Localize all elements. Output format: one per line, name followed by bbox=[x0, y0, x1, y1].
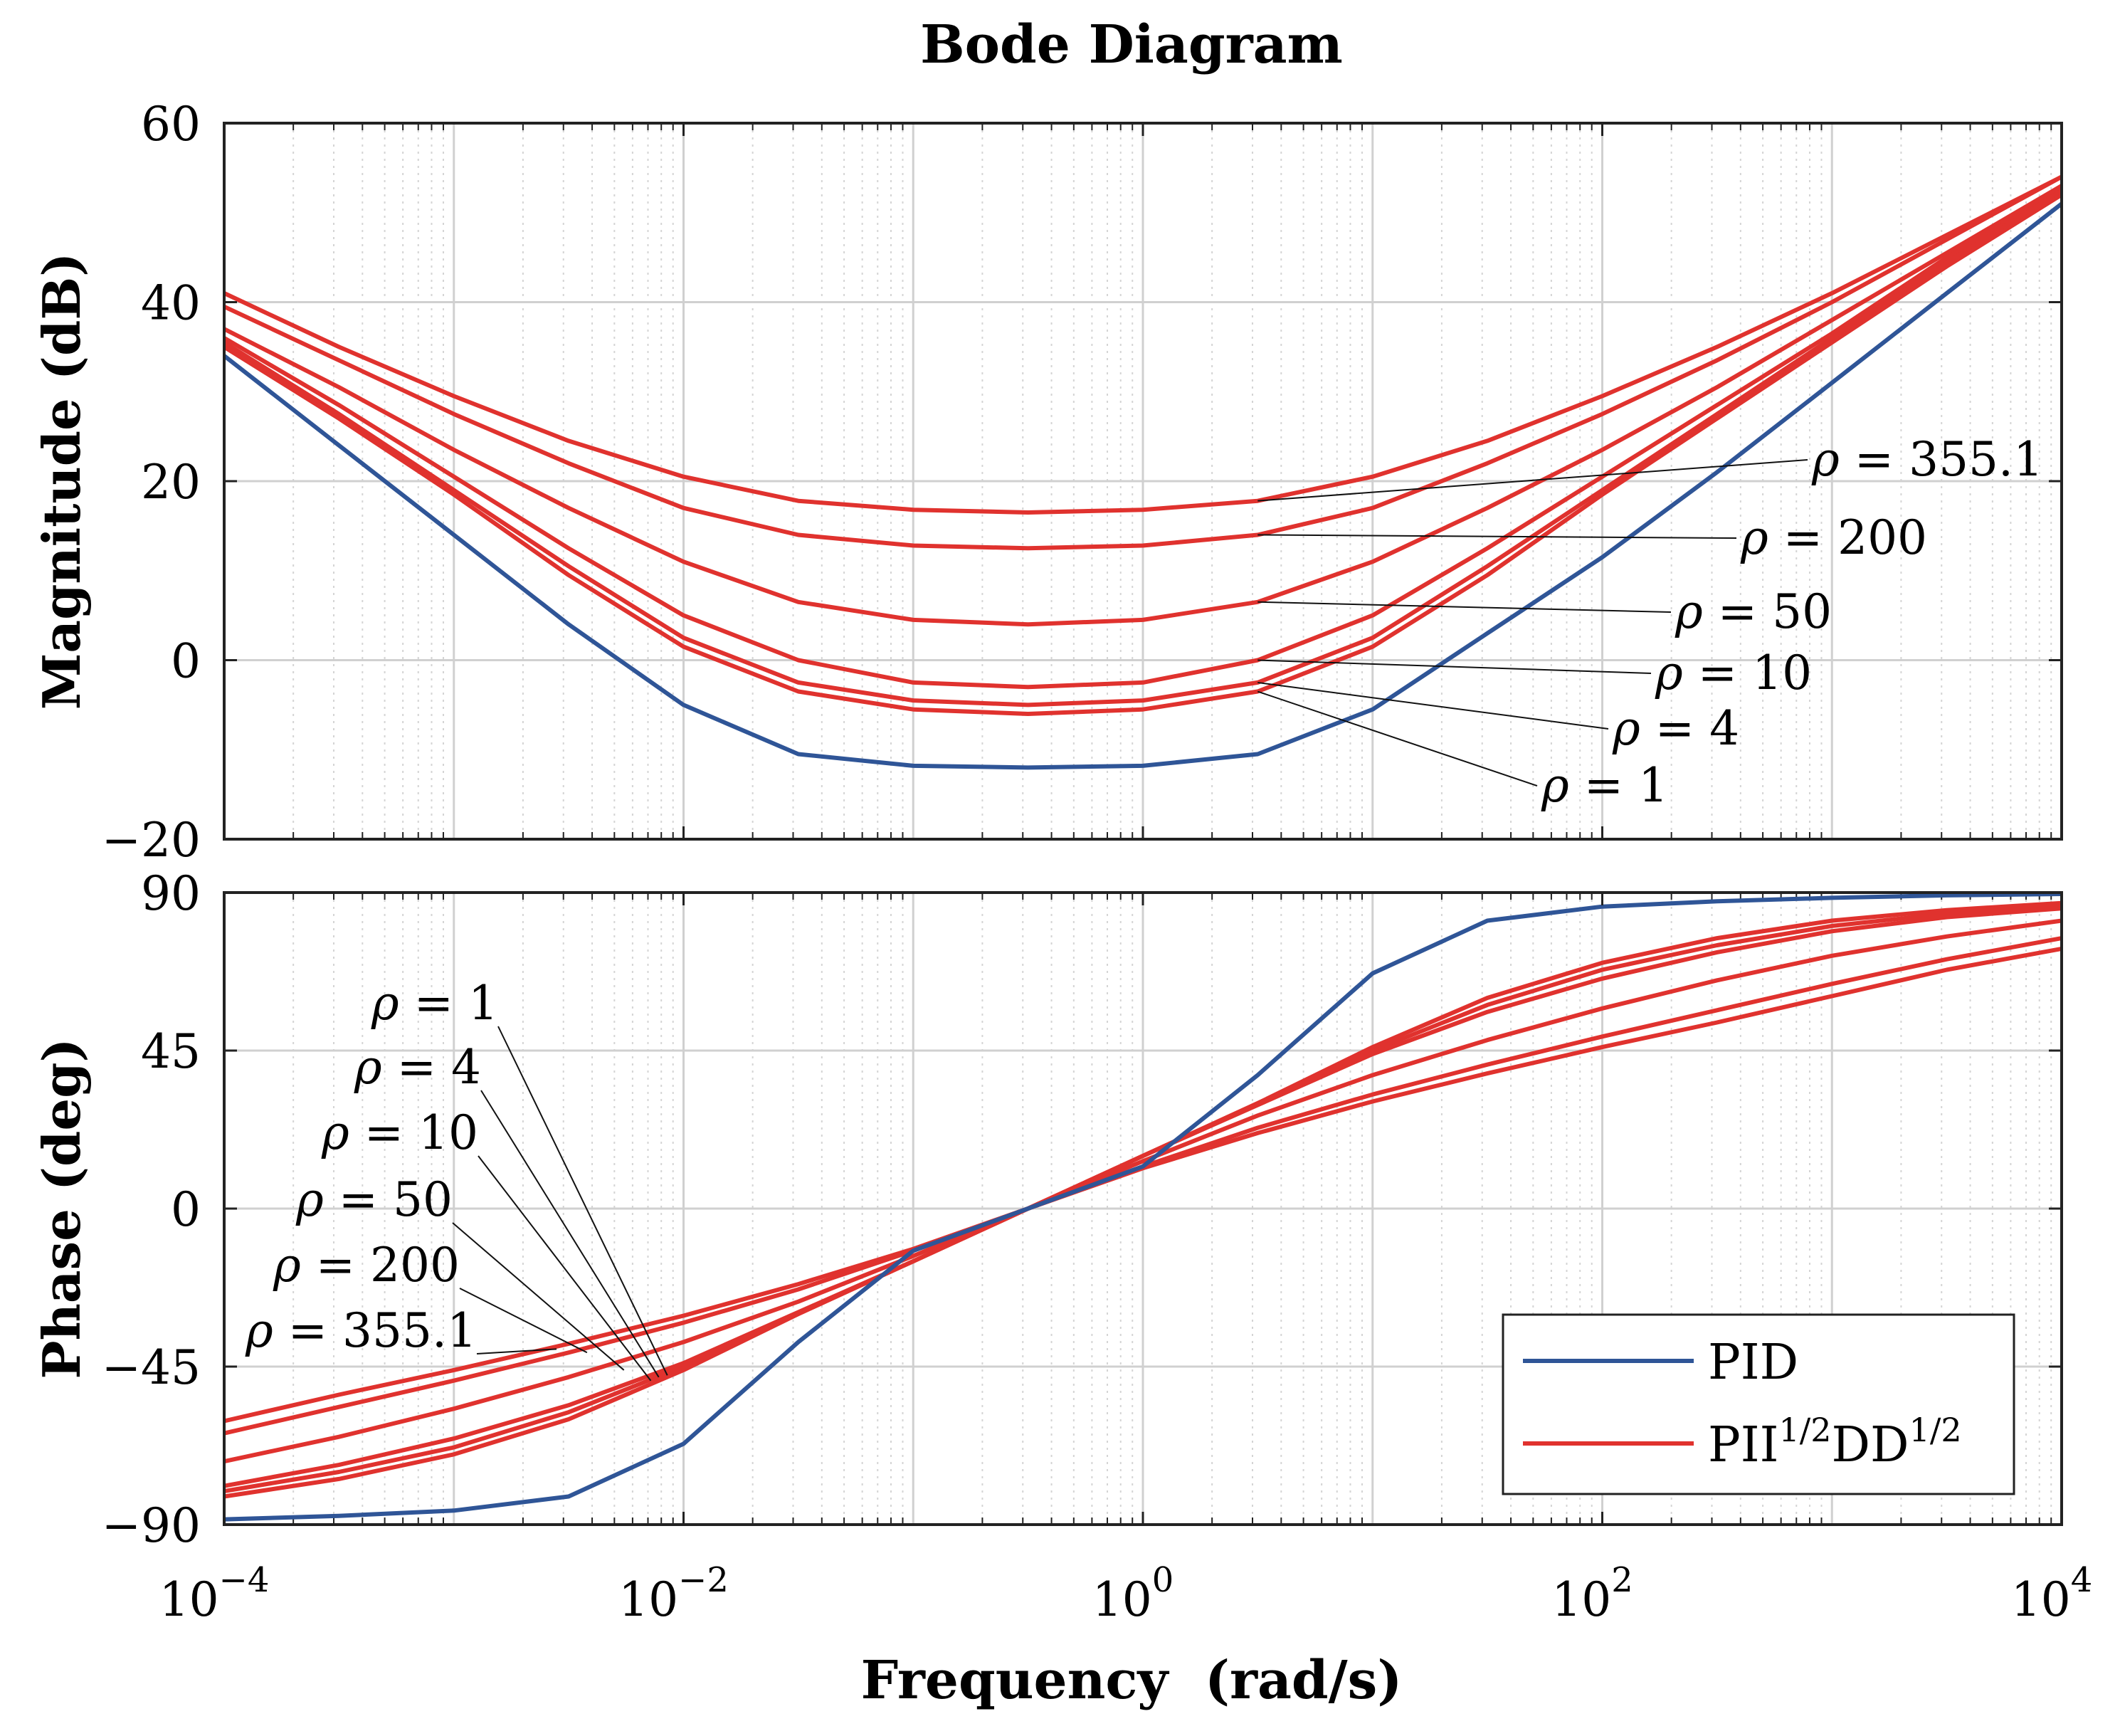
series-line-rho-200 bbox=[223, 174, 2063, 551]
ytick-label: −45 bbox=[102, 1340, 201, 1395]
phase-annotations: ρ = 1 ρ = 4 ρ = 10 ρ = 50 ρ = 200 ρ = 355.1 bbox=[245, 976, 668, 1382]
xtick-label: 10−2 bbox=[618, 1560, 729, 1627]
annotation-leader bbox=[1257, 459, 1808, 502]
ytick-label: −20 bbox=[102, 813, 201, 868]
rho-annotation: ρ = 200 bbox=[1740, 510, 1927, 565]
legend-box bbox=[1502, 1313, 2015, 1495]
annotation-leader bbox=[1257, 601, 1672, 613]
ytick-label: 20 bbox=[141, 455, 201, 510]
series-line-rho-50 bbox=[223, 918, 2062, 1464]
magnitude-ylabel: Magnitude (dB) bbox=[31, 253, 92, 710]
legend-pid-label: PID bbox=[1708, 1335, 1798, 1391]
magnitude-annotations: ρ = 355.1 ρ = 200 ρ = 50 ρ = 10ρ = 4ρ = 1 bbox=[1257, 432, 2043, 813]
legend-frac-part1: PII bbox=[1708, 1417, 1778, 1473]
rho-annotation: ρ = 4 bbox=[1612, 701, 1739, 756]
series-line-pid bbox=[223, 201, 2063, 770]
chart-title: Bode Diagram bbox=[920, 14, 1343, 75]
series-line-rho-4 bbox=[223, 188, 2063, 707]
annotation-leader bbox=[452, 1222, 625, 1371]
magnitude-series bbox=[223, 174, 2063, 770]
rho-annotation: ρ = 4 bbox=[354, 1040, 481, 1095]
legend-frac-sup1: 1/2 bbox=[1778, 1411, 1831, 1449]
annotation-leader bbox=[1257, 690, 1538, 787]
annotation-leader bbox=[478, 1155, 652, 1382]
rho-annotation: ρ = 355.1 bbox=[1811, 432, 2043, 487]
ytick-label: 60 bbox=[141, 97, 201, 152]
legend-frac-sup2: 1/2 bbox=[1909, 1411, 1962, 1449]
rho-annotation: ρ = 200 bbox=[273, 1238, 460, 1293]
phase-xticks: 10−4 10−2 100 102 104 bbox=[159, 123, 2093, 1627]
ytick-label: 0 bbox=[171, 1182, 201, 1237]
phase-xlabel: Frequency (rad/s) bbox=[861, 1650, 1403, 1711]
rho-annotation: ρ = 50 bbox=[1675, 584, 1832, 639]
ytick-label: 45 bbox=[141, 1024, 201, 1079]
rho-annotation: ρ = 10 bbox=[321, 1105, 478, 1160]
annotation-leader bbox=[1257, 534, 1737, 539]
legend: PID PII1/2DD1/2 bbox=[1502, 1313, 2015, 1495]
phase-ylabel: Phase (deg) bbox=[31, 1038, 92, 1379]
series-line-rho-10 bbox=[223, 906, 2062, 1488]
ytick-label: 0 bbox=[171, 634, 201, 689]
annotation-leader bbox=[476, 1348, 557, 1354]
annotation-leader bbox=[480, 1090, 660, 1378]
ytick-label: 90 bbox=[141, 866, 201, 921]
xtick-label: 104 bbox=[2011, 1560, 2093, 1627]
phase-series bbox=[223, 892, 2062, 1522]
series-line-rho-355.1 bbox=[223, 174, 2063, 515]
magnitude-grid bbox=[224, 123, 2062, 839]
phase-yticks: −90 −45 0 45 90 bbox=[102, 866, 2062, 1553]
ytick-label: −90 bbox=[102, 1498, 201, 1553]
xtick-label: 102 bbox=[1551, 1560, 1633, 1627]
series-line-rho-50 bbox=[223, 184, 2063, 627]
annotation-leader bbox=[1257, 659, 1652, 674]
rho-annotation: ρ = 1 bbox=[371, 976, 498, 1031]
legend-frac-part2: DD bbox=[1832, 1417, 1909, 1473]
series-line-pid bbox=[223, 892, 2062, 1522]
rho-annotation: ρ = 355.1 bbox=[245, 1303, 477, 1358]
series-line-rho-1 bbox=[223, 193, 2063, 716]
ytick-label: 40 bbox=[141, 276, 201, 331]
magnitude-panel: ρ = 355.1 ρ = 200 ρ = 50 ρ = 10ρ = 4ρ = 1 −… bbox=[31, 97, 2063, 868]
rho-annotation: ρ = 10 bbox=[1655, 646, 1812, 700]
legend-frac-label: PII1/2DD1/2 bbox=[1708, 1411, 1962, 1473]
annotation-leader bbox=[497, 1026, 668, 1376]
rho-annotation: ρ = 1 bbox=[1541, 758, 1668, 813]
xtick-label: 10−4 bbox=[159, 1560, 270, 1627]
xtick-label: 100 bbox=[1092, 1560, 1174, 1627]
magnitude-yticks: −20 0 20 40 60 bbox=[102, 97, 2062, 868]
series-line-rho-10 bbox=[223, 184, 2063, 690]
rho-annotation: ρ = 50 bbox=[295, 1172, 453, 1227]
annotation-leader bbox=[1257, 681, 1609, 730]
annotation-leader bbox=[459, 1288, 588, 1354]
